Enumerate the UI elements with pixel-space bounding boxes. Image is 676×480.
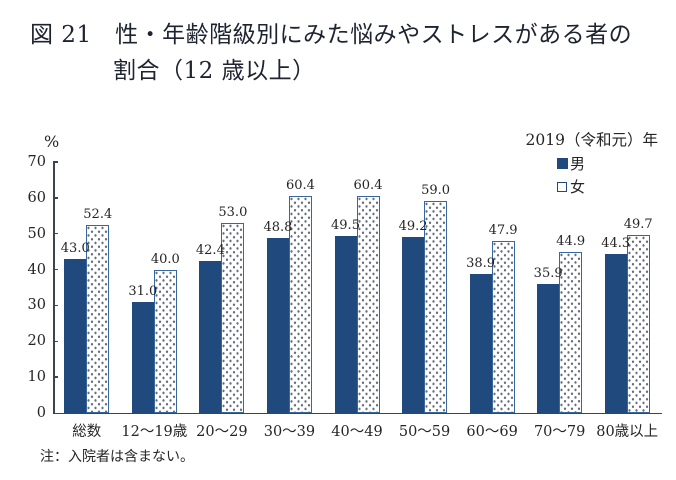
y-axis-tick-label: 10 bbox=[27, 369, 46, 386]
bar-value-label-male: 43.0 bbox=[60, 240, 90, 256]
y-axis-tick-label: 20 bbox=[27, 333, 46, 350]
bar-value-label-male: 44.3 bbox=[601, 236, 631, 252]
bar-female bbox=[221, 222, 245, 413]
bar-female bbox=[626, 234, 650, 413]
x-axis-label: 60～69 bbox=[466, 424, 518, 440]
y-axis-tick bbox=[53, 233, 58, 235]
bar-female bbox=[288, 196, 312, 413]
y-axis-tick bbox=[53, 340, 58, 342]
y-axis-tick-label: 70 bbox=[27, 154, 46, 170]
bar-value-label-female: 59.0 bbox=[421, 183, 451, 199]
x-axis-label: 30～39 bbox=[263, 424, 316, 440]
x-axis-label: 12～19歳 bbox=[121, 424, 188, 440]
bar-value-label-male: 49.5 bbox=[331, 217, 360, 233]
bar-value-label-male: 48.8 bbox=[263, 220, 293, 236]
bar-male bbox=[604, 254, 627, 413]
x-axis-label: 20～29 bbox=[196, 424, 248, 440]
bar-value-label-male: 38.9 bbox=[466, 255, 496, 271]
x-axis-label: 50～59 bbox=[398, 424, 451, 440]
y-axis-tick-label: 30 bbox=[27, 297, 46, 314]
y-axis-tick bbox=[53, 268, 58, 271]
y-axis-tick-label: 50 bbox=[27, 225, 46, 242]
figure-title-line1: 図 21 性・年齢階級別にみた悩みやストレスがある者の bbox=[30, 22, 633, 48]
bar-male bbox=[266, 238, 289, 413]
bar-female bbox=[356, 196, 380, 413]
legend-item-male: 男 bbox=[557, 152, 585, 175]
bar-male bbox=[64, 258, 87, 413]
bar-female bbox=[491, 241, 515, 413]
bar-value-label-male: 31.0 bbox=[128, 283, 158, 299]
bar-male bbox=[537, 284, 560, 413]
chart-legend: 男 女 bbox=[557, 152, 585, 198]
bar-value-label-female: 60.4 bbox=[285, 178, 315, 194]
bar-value-label-female: 53.0 bbox=[218, 204, 248, 220]
x-axis-label: 80歳以上 bbox=[596, 424, 659, 440]
x-axis-label: 総数 bbox=[72, 424, 102, 440]
bar-value-label-female: 60.4 bbox=[353, 178, 383, 194]
legend-label-male: 男 bbox=[570, 155, 586, 173]
bar-male bbox=[402, 236, 425, 413]
bar-female bbox=[559, 252, 583, 413]
bar-value-label-female: 47.9 bbox=[488, 223, 518, 239]
bar-male bbox=[334, 235, 357, 413]
x-axis-label: 40～49 bbox=[331, 424, 383, 440]
y-axis-tick-label: 40 bbox=[27, 261, 46, 278]
y-axis-tick bbox=[53, 161, 58, 163]
y-axis-tick bbox=[53, 376, 58, 378]
y-axis-tick bbox=[53, 197, 58, 199]
bar-value-label-male: 42.4 bbox=[195, 242, 225, 258]
bar-female bbox=[153, 269, 177, 413]
male-swatch-icon bbox=[557, 158, 568, 169]
bar-value-label-female: 44.9 bbox=[556, 234, 586, 249]
bar-female bbox=[86, 225, 110, 413]
x-axis-line bbox=[53, 412, 662, 415]
y-axis-tick-label: 0 bbox=[36, 405, 46, 421]
bar-male bbox=[131, 301, 154, 413]
bar-female bbox=[424, 201, 448, 413]
bar-value-label-male: 49.2 bbox=[398, 218, 428, 234]
figure-title-line2: 割合（12 歳以上） bbox=[113, 58, 316, 84]
x-axis-label: 70～79 bbox=[533, 424, 586, 440]
bar-male bbox=[469, 273, 492, 413]
bar-value-label-female: 49.7 bbox=[623, 216, 653, 232]
bar-value-label-male: 35.9 bbox=[533, 266, 563, 282]
footnote: 注：入院者は含まない。 bbox=[40, 449, 194, 465]
legend-label-female: 女 bbox=[570, 178, 586, 196]
legend-item-female: 女 bbox=[557, 175, 585, 198]
bar-value-label-female: 40.0 bbox=[150, 251, 180, 267]
year-annotation: 2019（令和元）年 bbox=[525, 131, 658, 149]
y-axis-tick bbox=[53, 304, 58, 307]
y-axis-line bbox=[53, 162, 55, 414]
bar-value-label-female: 52.4 bbox=[83, 207, 113, 223]
bar-male bbox=[199, 260, 222, 413]
y-axis-tick-label: 60 bbox=[27, 189, 46, 206]
female-swatch-icon bbox=[557, 181, 567, 192]
y-axis-unit-label: % bbox=[44, 132, 60, 151]
